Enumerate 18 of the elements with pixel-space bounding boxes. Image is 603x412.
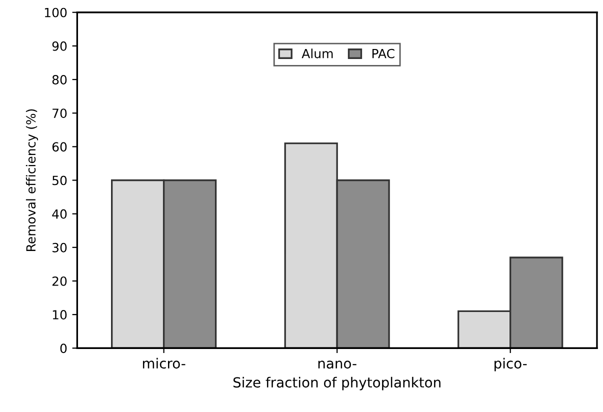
y-tick-label: 30	[52, 242, 67, 252]
y-tick-label: 0	[60, 344, 67, 354]
y-tick-label: 60	[52, 142, 67, 152]
legend-label: Alum	[302, 48, 333, 58]
y-tick-label: 20	[52, 276, 67, 286]
y-tick-label: 70	[52, 108, 67, 118]
y-tick-label: 50	[52, 176, 67, 186]
x-tick-label: nano-	[318, 360, 356, 369]
y-tick-label: 40	[52, 209, 67, 219]
x-tick-label: micro-	[142, 358, 186, 369]
x-axis-title: Size fraction of phytoplankton	[233, 376, 440, 390]
y-tick-label: 100	[44, 8, 67, 18]
y-tick-label: 90	[52, 41, 67, 51]
legend-label: PAC	[372, 48, 394, 58]
y-tick-label: 10	[52, 310, 67, 320]
x-tick-label: pico-	[494, 358, 527, 372]
y-axis-title: Removal efficiency (%)	[26, 109, 38, 251]
y-tick-label: 80	[52, 74, 67, 84]
